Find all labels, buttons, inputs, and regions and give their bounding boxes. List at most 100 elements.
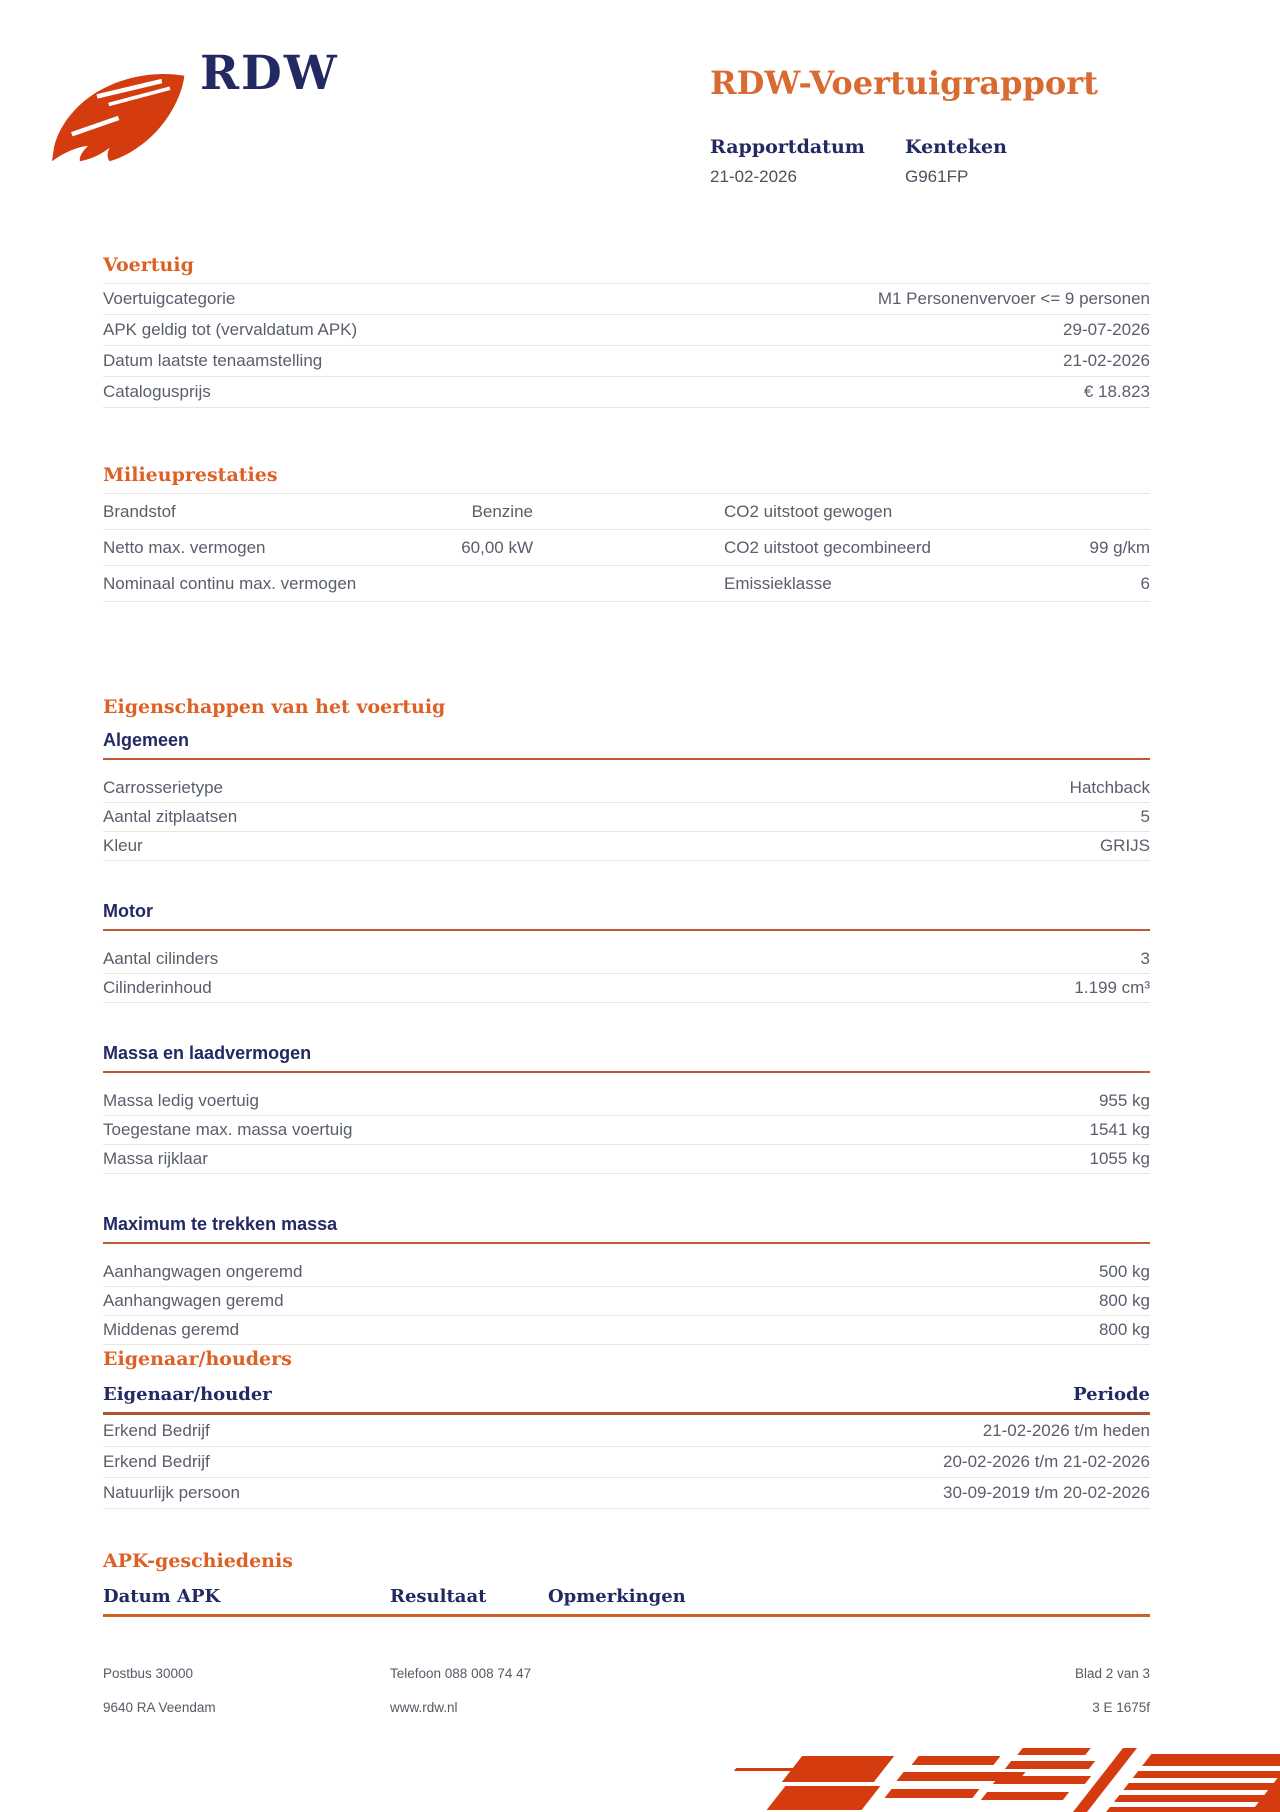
footer-address-line2: 9640 RA Veendam (103, 1700, 216, 1715)
subsection-title: Algemeen (103, 730, 190, 750)
report-date-block: Rapportdatum 21-02-2026 (710, 136, 865, 187)
section-title-voertuig: Voertuig (103, 254, 194, 276)
decoration-bar (1017, 1748, 1091, 1755)
orange-rule (103, 929, 1150, 931)
table-row: Massa rijklaar 1055 kg (103, 1144, 1150, 1173)
table-row: Aanhangwagen ongeremd 500 kg (103, 1257, 1150, 1286)
row-label: Catalogusprijs (103, 382, 211, 401)
row-value: 800 kg (1098, 1320, 1150, 1339)
row-label: Voertuigcategorie (103, 289, 236, 308)
rdw-logo-text: RDW (200, 46, 339, 101)
column-header-opmerkingen: Opmerkingen (548, 1586, 686, 1607)
row-label: Nominaal continu max. vermogen (103, 573, 357, 593)
row-label: Massa rijklaar (103, 1149, 208, 1168)
footer-phone: Telefoon 088 008 74 47 (390, 1666, 532, 1681)
decoration-stripe (1120, 1778, 1280, 1783)
row-label: Emissieklasse (724, 573, 832, 593)
table-row: Massa ledig voertuig 955 kg (103, 1086, 1150, 1115)
row-value: 955 kg (1098, 1090, 1150, 1110)
subsection-title: Motor (103, 901, 153, 921)
row-value: M1 Personenvervoer <= 9 personen (877, 289, 1150, 308)
table-row: Aanhangwagen geremd 800 kg (103, 1286, 1150, 1315)
speed-pattern-decoration (0, 1748, 1280, 1812)
row-value: 29-07-2026 (1063, 320, 1150, 339)
massa-table: Massa ledig voertuig 955 kg Toegestane m… (103, 1086, 1150, 1174)
decoration-stripe (1102, 1802, 1274, 1807)
owner-name: Natuurlijk persoon (103, 1483, 241, 1502)
table-row: Datum laatste tenaamstelling 21-02-2026 (103, 345, 1150, 376)
decoration-bar (781, 1756, 895, 1782)
row-label: Brandstof (103, 501, 176, 521)
table-row: Erkend Bedrijf 20-02-2026 t/m 21-02-2026 (103, 1446, 1150, 1477)
report-date-value: 21-02-2026 (710, 167, 797, 186)
row-label: Kleur (103, 836, 143, 855)
motor-table: Aantal cilinders 3 Cilinderinhoud 1.199 … (103, 944, 1150, 1003)
column-header-datum-apk: Datum APK (103, 1586, 221, 1607)
decoration-bar (911, 1756, 1001, 1765)
row-label: Carrosserietype (103, 777, 223, 797)
column-header-period: Periode (1073, 1384, 1150, 1405)
table-row: Kleur GRIJS (103, 831, 1150, 860)
row-label: APK geldig tot (vervaldatum APK) (103, 320, 358, 339)
row-value: 1.199 cm³ (1074, 978, 1150, 997)
orange-rule (103, 758, 1150, 760)
owner-table-header: Eigenaar/houder Periode (103, 1384, 1150, 1405)
algemeen-table: Carrosserietype Hatchback Aantal zitplaa… (103, 773, 1150, 861)
table-row: Aantal zitplaatsen 5 (103, 802, 1150, 831)
decoration-block (1102, 1754, 1280, 1812)
decoration-stripe (1111, 1790, 1280, 1795)
footer-website: www.rdw.nl (390, 1700, 458, 1715)
section-apk-geschiedenis: APK-geschiedenis Datum APK Resultaat Opm… (103, 1550, 1150, 1617)
decoration-bar (884, 1789, 980, 1798)
row-label: Netto max. vermogen (103, 537, 266, 557)
row-label: Datum laatste tenaamstelling (103, 351, 323, 370)
row-value: Benzine (471, 501, 533, 521)
column-header-resultaat: Resultaat (390, 1586, 487, 1607)
section-eigenaar-houders: Eigenaar/houders Eigenaar/houder Periode… (103, 1348, 1150, 1509)
row-value: 60,00 kW (461, 537, 533, 557)
license-plate-block: Kenteken G961FP (905, 136, 1007, 187)
decoration-bar (1004, 1761, 1096, 1769)
table-row: Netto max. vermogen 60,00 kW CO2 uitstoo… (103, 529, 1150, 565)
row-label: Aantal zitplaatsen (103, 807, 238, 826)
section-title-milieuprestaties: Milieuprestaties (103, 464, 278, 486)
row-value: Hatchback (1069, 777, 1150, 797)
report-date-label: Rapportdatum (710, 136, 865, 158)
owner-table: Erkend Bedrijf 21-02-2026 t/m heden Erke… (103, 1415, 1150, 1509)
subsection-trekken-massa: Maximum te trekken massa Aanhangwagen on… (103, 1214, 1150, 1345)
orange-rule (103, 1412, 1150, 1415)
row-value: 1055 kg (1089, 1149, 1151, 1168)
footer-page-indicator: Blad 2 van 3 (1074, 1666, 1150, 1681)
subsection-massa: Massa en laadvermogen Massa ledig voertu… (103, 1043, 1150, 1174)
row-value: 5 (1140, 807, 1150, 826)
milieuprestaties-table: Brandstof Benzine CO2 uitstoot gewogen N… (103, 493, 1150, 602)
row-label: CO2 uitstoot gecombineerd (724, 537, 931, 557)
table-row: Aantal cilinders 3 (103, 944, 1150, 973)
section-title-apk: APK-geschiedenis (103, 1550, 293, 1572)
table-row: Natuurlijk persoon 30-09-2019 t/m 20-02-… (103, 1477, 1150, 1508)
decoration-stripe (1130, 1766, 1280, 1771)
trekken-massa-table: Aanhangwagen ongeremd 500 kg Aanhangwage… (103, 1257, 1150, 1345)
orange-rule (103, 1071, 1150, 1073)
row-label: Aanhangwagen ongeremd (103, 1261, 303, 1281)
row-label: CO2 uitstoot gewogen (724, 501, 893, 521)
row-label: Aanhangwagen geremd (103, 1291, 284, 1310)
row-value: 3 (1140, 948, 1150, 968)
column-header-owner: Eigenaar/houder (103, 1384, 272, 1405)
owner-period: 30-09-2019 t/m 20-02-2026 (943, 1483, 1150, 1502)
section-voertuig: Voertuig Voertuigcategorie M1 Personenve… (103, 254, 1150, 408)
orange-rule (103, 1242, 1150, 1244)
report-title: RDW-Voertuigrapport (710, 64, 1098, 102)
row-label: Cilinderinhoud (103, 978, 212, 997)
rdw-feather-icon (52, 73, 185, 162)
row-value: 800 kg (1098, 1291, 1150, 1310)
license-plate-label: Kenteken (905, 136, 1007, 158)
subsection-title: Massa en laadvermogen (103, 1043, 312, 1063)
row-label: Toegestane max. massa voertuig (103, 1120, 353, 1139)
row-label: Aantal cilinders (103, 948, 219, 968)
row-value: 1541 kg (1089, 1120, 1151, 1139)
license-plate-value: G961FP (905, 167, 969, 186)
footer-doc-code: 3 E 1675f (1092, 1700, 1150, 1715)
table-row: Erkend Bedrijf 21-02-2026 t/m heden (103, 1415, 1150, 1446)
